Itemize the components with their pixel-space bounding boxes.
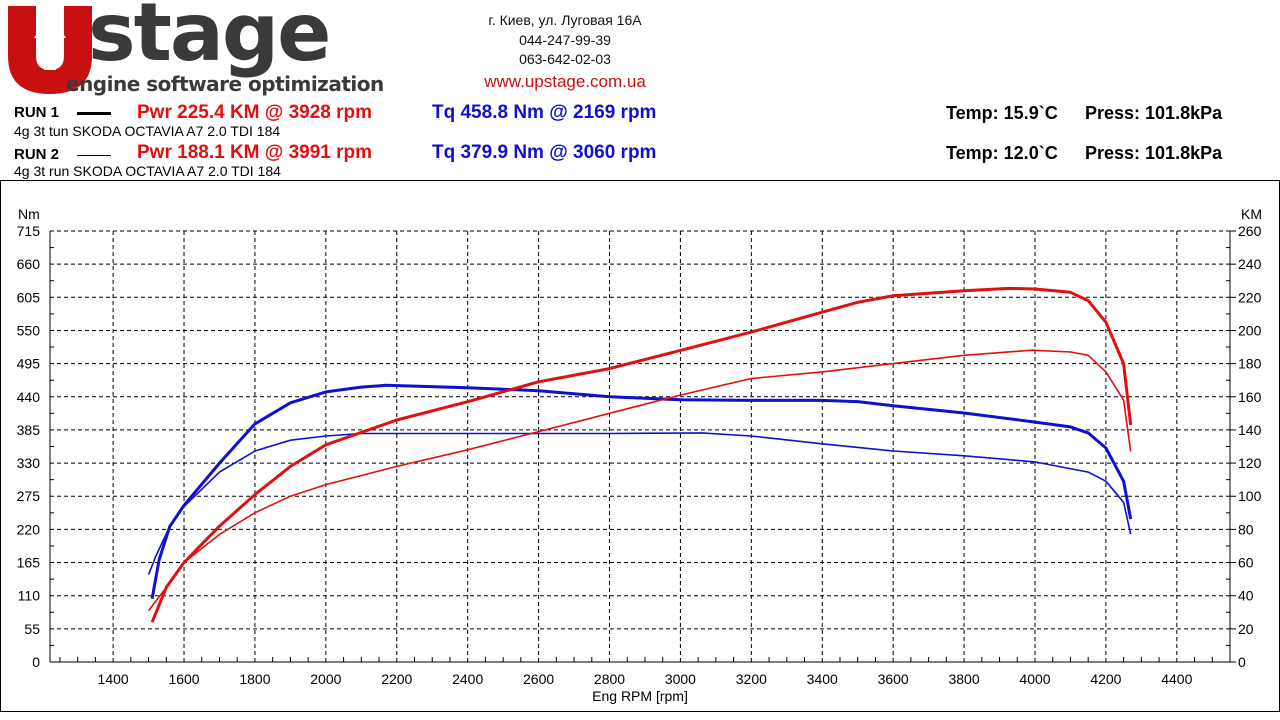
y-axis-left-label: Nm	[18, 206, 40, 222]
run2-torque: Tq 379.9 Nm @ 3060 rpm	[432, 142, 657, 163]
y-right-tick-label: 200	[1238, 322, 1262, 338]
x-tick-label: 4000	[1019, 671, 1050, 687]
x-tick-label: 3200	[736, 671, 767, 687]
x-tick-label: 2800	[594, 671, 625, 687]
run1-power-line	[150, 286, 1133, 623]
run1-label: RUN 1	[14, 104, 112, 121]
y-left-tick-label: 605	[17, 289, 41, 305]
run2-power-line	[147, 349, 1132, 612]
x-tick-label: 2400	[452, 671, 483, 687]
y-left-tick-label: 110	[18, 588, 41, 604]
website-link[interactable]: www.upstage.com.ua	[484, 72, 646, 91]
run1-torque: Tq 458.8 Nm @ 2169 rpm	[432, 102, 657, 123]
x-tick-label: 1800	[239, 671, 270, 687]
run1-description: 4g 3t tun SKODA OCTAVIA A7 2.0 TDI 184	[14, 123, 281, 139]
y-left-tick-label: 440	[17, 389, 41, 405]
y-right-tick-label: 100	[1238, 488, 1262, 504]
x-tick-label: 3600	[878, 671, 909, 687]
y-left-tick-label: 495	[17, 356, 41, 372]
logo-tagline: engine software optimization	[66, 72, 384, 96]
run1-power: Pwr 225.4 KM @ 3928 rpm	[137, 102, 373, 123]
y-right-tick-label: 0	[1238, 654, 1246, 670]
y-left-tick-label: 330	[17, 455, 41, 471]
run1-line-sample	[77, 111, 112, 115]
y-left-tick-label: 385	[17, 422, 41, 438]
y-left-tick-label: 715	[17, 223, 41, 239]
y-left-tick-label: 220	[17, 521, 41, 537]
y-left-tick-label: 550	[17, 322, 41, 338]
x-tick-label: 2000	[310, 671, 341, 687]
y-left-tick-label: 0	[32, 654, 40, 670]
logo-up-mark	[6, 4, 96, 101]
y-right-tick-label: 40	[1238, 588, 1254, 604]
x-tick-label: 1400	[98, 671, 129, 687]
y-left-tick-label: 55	[24, 621, 40, 637]
x-tick-label: 4200	[1090, 671, 1121, 687]
y-left-tick-label: 165	[17, 555, 41, 571]
logo-text: stage	[88, 0, 331, 79]
run2-description: 4g 3t run SKODA OCTAVIA A7 2.0 TDI 184	[14, 163, 281, 179]
run1-temp: Temp: 15.9`C	[946, 103, 1058, 123]
run2-torque-line	[147, 432, 1132, 575]
phone-2: 063-642-02-03	[519, 51, 611, 67]
x-tick-label: 3800	[948, 671, 979, 687]
y-left-tick-label: 660	[17, 256, 41, 272]
y-right-tick-label: 260	[1238, 223, 1262, 239]
x-tick-label: 3000	[665, 671, 696, 687]
y-right-tick-label: 20	[1238, 621, 1254, 637]
y-left-tick-label: 275	[17, 488, 41, 504]
x-tick-label: 2200	[381, 671, 412, 687]
y-right-tick-label: 60	[1238, 555, 1254, 571]
x-tick-label: 4400	[1161, 671, 1192, 687]
x-tick-label: 2600	[523, 671, 554, 687]
y-axis-right-label: KM	[1241, 206, 1262, 222]
y-right-tick-label: 240	[1238, 256, 1262, 272]
run2-label: RUN 2	[14, 146, 112, 163]
run1-press: Press: 101.8kPa	[1085, 103, 1223, 123]
address: г. Киев, ул. Луговая 16А	[488, 12, 642, 28]
y-right-tick-label: 80	[1238, 521, 1254, 537]
run2-press: Press: 101.8kPa	[1085, 143, 1223, 163]
x-tick-label: 1600	[168, 671, 199, 687]
x-axis-label: Eng RPM [rpm]	[592, 688, 688, 704]
y-right-tick-label: 120	[1238, 455, 1262, 471]
y-right-tick-label: 160	[1238, 389, 1262, 405]
y-right-tick-label: 140	[1238, 422, 1262, 438]
x-tick-label: 3400	[807, 671, 838, 687]
run2-temp: Temp: 12.0`C	[946, 143, 1058, 163]
run2-line-sample	[77, 154, 112, 156]
y-right-tick-label: 180	[1238, 356, 1262, 372]
run2-power: Pwr 188.1 KM @ 3991 rpm	[137, 142, 373, 163]
run1-torque-line	[150, 383, 1133, 599]
y-right-tick-label: 220	[1238, 289, 1262, 305]
phone-1: 044-247-99-39	[519, 32, 611, 48]
